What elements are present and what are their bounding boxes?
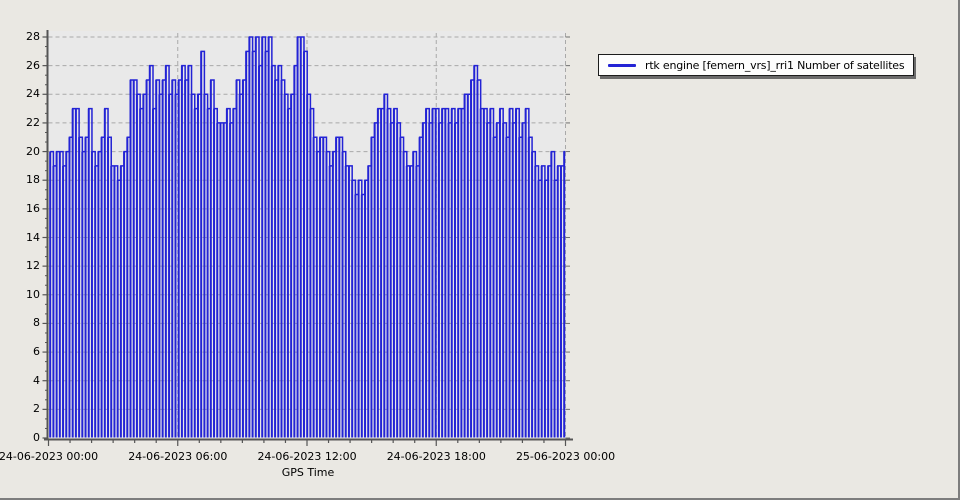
- x-tick-label: 24-06-2023 06:00: [128, 450, 228, 463]
- y-tick-label: 16: [26, 201, 40, 215]
- y-tick-label: 0: [33, 431, 40, 444]
- legend-swatch-line: [608, 63, 636, 67]
- y-tick-label: 12: [26, 259, 40, 273]
- x-tick-label: 24-06-2023 12:00: [257, 450, 357, 463]
- y-tick-label: 14: [26, 230, 40, 244]
- x-tick-label: 25-06-2023 00:00: [515, 450, 616, 463]
- legend-label: rtk engine [femern_vrs]_rri1 Number of s…: [645, 58, 905, 72]
- y-tick-label: 18: [26, 173, 40, 187]
- y-tick-label: 4: [33, 373, 40, 387]
- legend-box[interactable]: rtk engine [femern_vrs]_rri1 Number of s…: [598, 54, 915, 76]
- y-tick-label: 8: [33, 316, 40, 330]
- data-step-line: [50, 36, 566, 196]
- y-tick-label: 6: [33, 345, 40, 359]
- y-tick-label: 22: [26, 115, 40, 129]
- y-tick-label: 2: [33, 402, 40, 416]
- x-tick-label: 24-06-2023 18:00: [386, 450, 486, 463]
- x-tick-label: 24-06-2023 00:00: [0, 450, 99, 463]
- y-tick-label: 24: [26, 87, 40, 101]
- y-tick-label: 28: [26, 30, 40, 43]
- y-tick-label: 26: [26, 58, 40, 72]
- y-tick-label: 10: [26, 287, 40, 301]
- x-axis-title: GPS Time: [281, 466, 335, 479]
- y-tick-label: 20: [26, 144, 40, 158]
